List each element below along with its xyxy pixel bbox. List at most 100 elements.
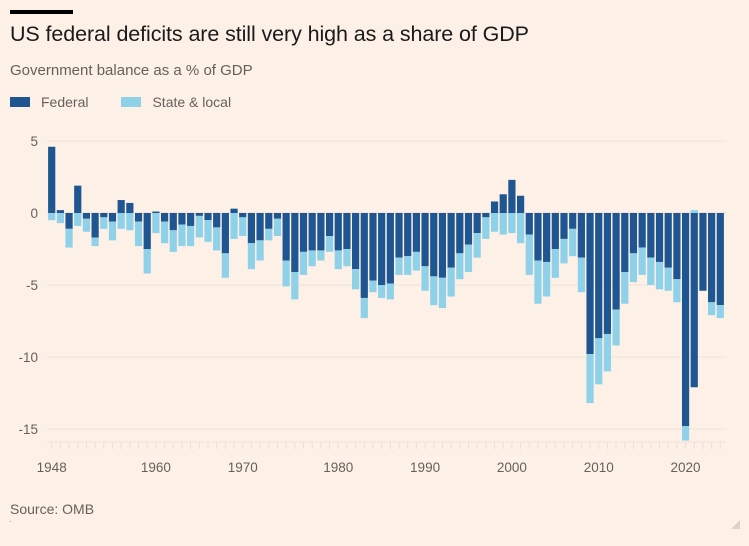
bar-federal-1971 — [247, 213, 256, 244]
bar-state-local-1964 — [187, 225, 195, 247]
bar-state-local-1968 — [221, 253, 229, 278]
bar-state-local-1994 — [456, 253, 464, 280]
x-tick-label: 2020 — [671, 460, 701, 475]
bar-state-local-1962 — [169, 230, 177, 252]
resize-handle-icon[interactable] — [731, 520, 740, 529]
bar-federal-2018 — [664, 213, 672, 268]
bar-state-local-1963 — [178, 224, 186, 247]
bar-federal-2017 — [655, 213, 664, 262]
x-axis: 1948 1960 1970 1980 1990 2000 2010 2020 — [37, 441, 726, 475]
bar-state-local-2003 — [534, 260, 542, 304]
x-tick-label: 2010 — [584, 460, 614, 475]
bar-state-local-2004 — [543, 261, 551, 297]
bar-federal-1974 — [273, 213, 282, 219]
bar-federal-1994 — [456, 213, 464, 254]
bar-state-local-1957 — [126, 213, 134, 231]
legend: Federal State & local — [10, 94, 264, 110]
decorative-dot — [10, 521, 11, 522]
bar-state-local-2014 — [629, 253, 638, 283]
bar-federal-1961 — [160, 213, 169, 222]
bar-state-local-1980 — [334, 250, 342, 270]
bar-federal-2016 — [647, 213, 655, 258]
bar-state-local-1997 — [482, 217, 490, 239]
bar-federal-2011 — [603, 213, 612, 334]
bar-state-local-1998 — [490, 213, 499, 232]
bar-federal-2021 — [690, 213, 698, 388]
bar-federal-1957 — [126, 202, 134, 213]
bar-federal-1987 — [395, 213, 403, 258]
bar-state-local-2011 — [603, 333, 612, 372]
bar-state-local-2015 — [638, 247, 646, 275]
bar-federal-1949 — [56, 210, 64, 213]
bar-state-local-2008 — [577, 257, 585, 293]
bar-state-local-1984 — [369, 280, 377, 293]
bar-state-local-1948 — [48, 213, 56, 221]
bar-federal-1953 — [91, 213, 99, 238]
bar-federal-1975 — [282, 213, 290, 261]
bar-state-local-1995 — [464, 244, 473, 273]
y-tick-label: -15 — [18, 422, 38, 437]
bar-state-local-1951 — [74, 213, 82, 226]
bar-state-local-1971 — [247, 243, 256, 270]
bar-federal-1997 — [482, 213, 490, 218]
bar-federal-1965 — [195, 213, 203, 216]
bar-federal-1968 — [221, 213, 229, 254]
bar-state-local-2019 — [673, 279, 681, 303]
bar-state-local-1959 — [143, 249, 151, 274]
bar-state-local-1982 — [352, 269, 360, 290]
bar-state-local-1991 — [430, 276, 438, 306]
bar-federal-1981 — [343, 213, 351, 249]
bar-state-local-1974 — [273, 218, 282, 237]
bar-federal-2012 — [612, 213, 620, 310]
bar-state-local-2023 — [708, 302, 716, 316]
bar-federal-2007 — [569, 213, 577, 229]
x-tick-label: 1990 — [410, 460, 440, 475]
bar-state-local-2009 — [586, 354, 594, 404]
y-axis-labels: 5 0 -5 -10 -15 — [18, 134, 38, 437]
bar-state-local-2024 — [716, 305, 724, 319]
bar-federal-1983 — [360, 213, 368, 298]
bar-state-local-1956 — [117, 213, 125, 229]
bar-federal-1992 — [438, 213, 447, 278]
bar-state-local-2002 — [525, 234, 533, 275]
bar-state-local-2018 — [664, 267, 672, 291]
bar-state-local-1981 — [343, 249, 351, 267]
y-tick-label: -10 — [18, 350, 38, 365]
bar-federal-2019 — [673, 213, 681, 280]
bar-state-local-1965 — [195, 215, 203, 238]
bar-federal-2001 — [516, 195, 525, 213]
bar-state-local-1985 — [378, 285, 386, 298]
bar-federal-2022 — [699, 213, 707, 291]
bar-federal-1978 — [317, 213, 325, 251]
bar-state-local-2021 — [690, 210, 698, 213]
bar-state-local-2007 — [569, 228, 577, 257]
bars — [48, 146, 724, 441]
brand-rule — [10, 10, 73, 14]
legend-item-federal: Federal — [10, 94, 88, 110]
bar-federal-2003 — [534, 213, 542, 261]
bar-state-local-1958 — [134, 221, 143, 247]
bar-federal-1960 — [152, 211, 160, 213]
bar-federal-1948 — [48, 146, 56, 213]
bar-federal-2014 — [629, 213, 638, 254]
y-tick-label: 0 — [30, 206, 38, 221]
bar-state-local-1960 — [152, 213, 160, 234]
bar-state-local-1973 — [265, 228, 273, 241]
bar-state-local-2016 — [647, 257, 655, 285]
bar-state-local-1983 — [360, 297, 368, 319]
bar-federal-1958 — [134, 213, 143, 222]
bar-federal-1988 — [404, 213, 412, 257]
bar-federal-1989 — [412, 213, 420, 252]
bar-state-local-1990 — [421, 266, 429, 291]
bar-state-local-1954 — [100, 217, 108, 229]
bar-state-local-1975 — [282, 260, 290, 287]
bar-federal-1973 — [265, 213, 273, 229]
bar-state-local-1999 — [499, 213, 507, 235]
bar-federal-2006 — [560, 213, 568, 239]
y-tick-label: 5 — [30, 134, 38, 149]
bar-federal-2002 — [525, 213, 533, 235]
bar-federal-1951 — [74, 185, 82, 213]
bar-federal-1956 — [117, 200, 125, 213]
bar-state-local-1955 — [108, 221, 117, 241]
bar-state-local-2001 — [516, 213, 525, 244]
